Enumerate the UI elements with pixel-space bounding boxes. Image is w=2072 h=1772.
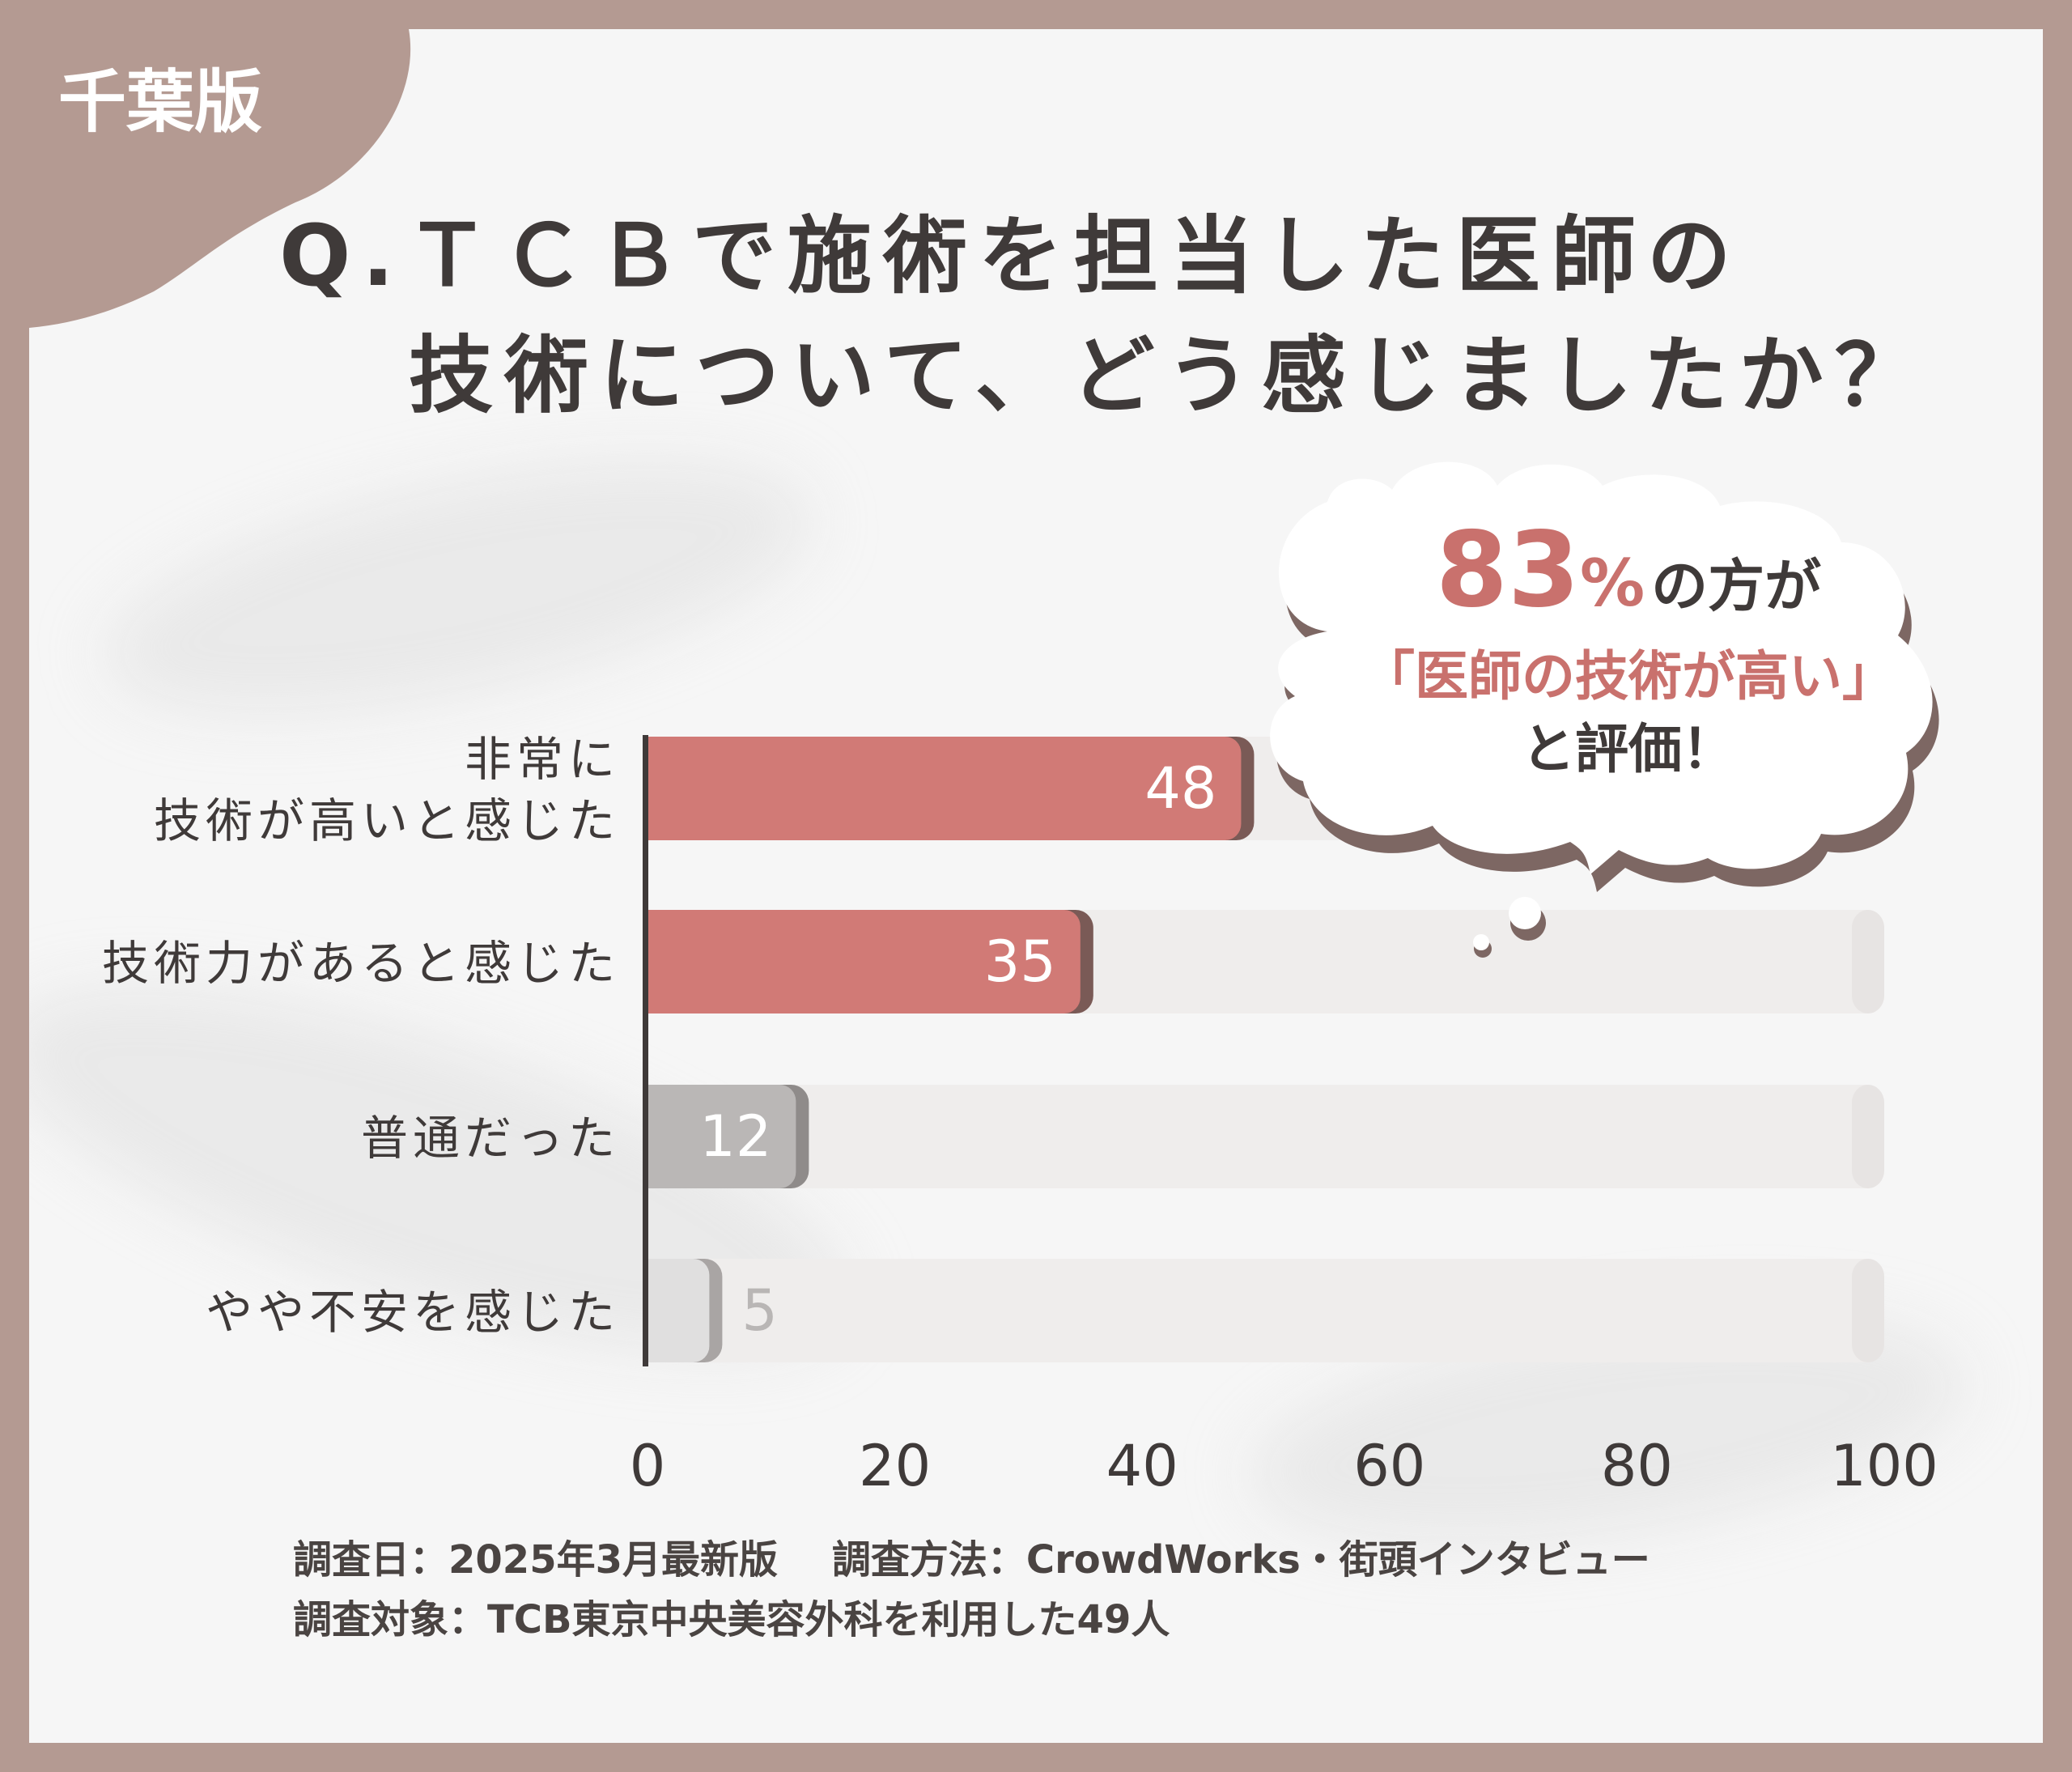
bar-value-label: 12 [699,1103,771,1170]
bar [648,910,1081,1013]
bubble-dot [1473,934,1489,950]
x-tick-label: 0 [630,1433,666,1499]
bar-track-edge [1852,1085,1884,1188]
bar-track [648,1085,1884,1188]
bar-left-square [648,737,672,840]
bar [648,737,1242,840]
bar-track-edge [1852,1259,1884,1362]
badge-shape [29,29,411,328]
title-line-2: 技術について、どう感じましたか？ [409,326,1930,425]
bubble-line-2: 「医師の技術が高い」 [1361,645,1896,708]
survey-target: 調査対象：TCB東京中央美容外科を利用した49人 [293,1597,1170,1642]
bar-left-square [648,910,672,1013]
x-tick-label: 100 [1830,1433,1938,1499]
category-label: 技術力があると感じた [102,936,620,991]
card [29,29,2043,1743]
bubble-percent-sign: % [1580,546,1645,621]
bar-value-label: 5 [741,1277,778,1344]
bar-left-square [648,1085,672,1188]
bar-track [648,1259,1884,1362]
survey-footer-line-1: 調査日：2025年3月最新版 調査方法：CrowdWorks・街頭インタビュー [293,1530,1650,1590]
bubble-percent: 83 [1436,510,1580,631]
x-tick-label: 80 [1601,1433,1673,1499]
bubble-line-1: 83% の方が [1436,510,1821,631]
bar-value-label: 48 [1144,755,1216,822]
bar-value-label: 35 [984,928,1056,995]
survey-footer: 調査日：2025年3月最新版 調査方法：CrowdWorks・街頭インタビュー … [293,1530,1650,1650]
bubble-dot [1509,897,1541,929]
category-label: やや不安を感じた [206,1285,620,1340]
bubble-line-1-rest: の方が [1651,553,1821,619]
title-line-1: Q.ＴＣＢで施術を担当した医師の [279,206,1743,305]
bubble-body [1270,461,1933,874]
x-tick-label: 40 [1106,1433,1178,1499]
category-label: 普通だった [361,1111,620,1166]
badge-text: 千葉版 [58,62,262,142]
y-axis-line [643,735,648,1366]
bubble-line-3: と評価！ [1522,718,1735,780]
x-tick-label: 20 [859,1433,931,1499]
bar-left-square [648,1259,672,1362]
survey-method: 調査方法：CrowdWorks・街頭インタビュー [831,1537,1650,1583]
bar-track-edge [1852,910,1884,1013]
category-label: 技術が高いと感じた [154,793,620,848]
speech-bubble: 83% の方が 「医師の技術が高い」 と評価！ [1270,461,1939,958]
bar [648,1085,796,1188]
survey-date: 調査日：2025年3月最新版 [293,1537,778,1583]
category-label: 非常に [465,732,620,787]
x-tick-label: 60 [1353,1433,1425,1499]
